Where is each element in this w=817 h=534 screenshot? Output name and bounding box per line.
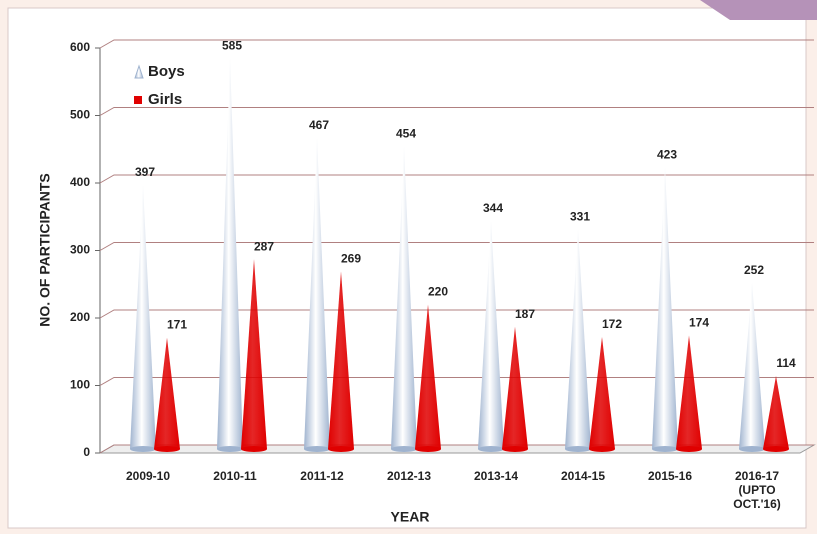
value-label: 454: [396, 127, 416, 141]
x-tick-label: 2012-13: [386, 469, 432, 483]
cone: [676, 335, 702, 449]
cone-base: [154, 446, 180, 452]
cone: [154, 337, 180, 449]
value-label: 397: [135, 165, 155, 179]
x-tick-label: 2015-16: [647, 469, 693, 483]
legend-label: Girls: [148, 91, 182, 108]
value-label: 344: [483, 201, 503, 215]
cone-base: [304, 446, 330, 452]
value-label: 467: [309, 118, 329, 132]
value-label: 252: [744, 263, 764, 277]
grid-line: [99, 39, 814, 49]
x-tick-label: 2009-10: [125, 469, 171, 483]
cone: [391, 146, 417, 450]
floor: [98, 444, 816, 454]
y-tick-label: 0: [83, 445, 90, 459]
cone-base: [328, 446, 354, 452]
cone: [652, 167, 678, 449]
value-label: 287: [254, 239, 274, 253]
cone: [589, 336, 615, 449]
x-axis-title: YEAR: [391, 509, 430, 525]
cone: [304, 137, 330, 449]
y-tick-label: 200: [70, 310, 90, 324]
cone-base: [589, 446, 615, 452]
cone: [763, 376, 789, 449]
cone: [502, 326, 528, 449]
cone: [328, 271, 354, 449]
x-tick-label: 2016-17 (UPTO OCT.'16): [733, 469, 781, 511]
cone: [241, 259, 267, 449]
cone-base: [652, 446, 678, 452]
value-label: 269: [341, 252, 361, 266]
x-tick-label: 2010-11: [213, 469, 257, 483]
value-label: 423: [657, 148, 677, 162]
y-tick-label: 100: [70, 378, 90, 392]
cone-base: [739, 446, 765, 452]
cone: [565, 229, 591, 449]
grid-line: [99, 174, 814, 184]
legend-label: Boys: [148, 63, 185, 80]
x-tick-label: 2014-15: [560, 469, 606, 483]
cone: [130, 185, 156, 449]
y-tick-label: 600: [70, 40, 90, 54]
grid-line: [99, 107, 814, 116]
value-label: 331: [570, 210, 590, 224]
legend-swatch: [134, 64, 144, 79]
cone: [478, 220, 504, 449]
value-label: 187: [515, 307, 535, 321]
value-label: 114: [776, 356, 796, 370]
cone-base: [217, 446, 243, 452]
x-tick-label: 2013-14: [473, 469, 519, 483]
y-tick-label: 500: [70, 108, 90, 122]
x-tick-label: 2011-12: [300, 469, 344, 483]
y-axis-title: NO. OF PARTICIPANTS: [37, 173, 53, 326]
value-label: 220: [428, 285, 448, 299]
grid-line: [99, 242, 814, 251]
cone-base: [763, 446, 789, 452]
cone-base: [391, 446, 417, 452]
cone-base: [676, 446, 702, 452]
value-label: 174: [689, 316, 709, 330]
y-tick-label: 300: [70, 243, 90, 257]
legend-swatch: [134, 96, 142, 104]
cone: [739, 282, 765, 449]
cone-base: [502, 446, 528, 452]
value-label: 585: [222, 38, 242, 52]
cone-base: [241, 446, 267, 452]
y-tick-label: 400: [70, 175, 90, 189]
decoration: [700, 0, 817, 20]
cone-base: [565, 446, 591, 452]
cone: [415, 304, 441, 449]
cone-base: [478, 446, 504, 452]
cone: [217, 58, 243, 449]
value-label: 172: [602, 317, 622, 331]
cone-base: [415, 446, 441, 452]
value-label: 171: [167, 318, 187, 332]
cone-base: [130, 446, 156, 452]
